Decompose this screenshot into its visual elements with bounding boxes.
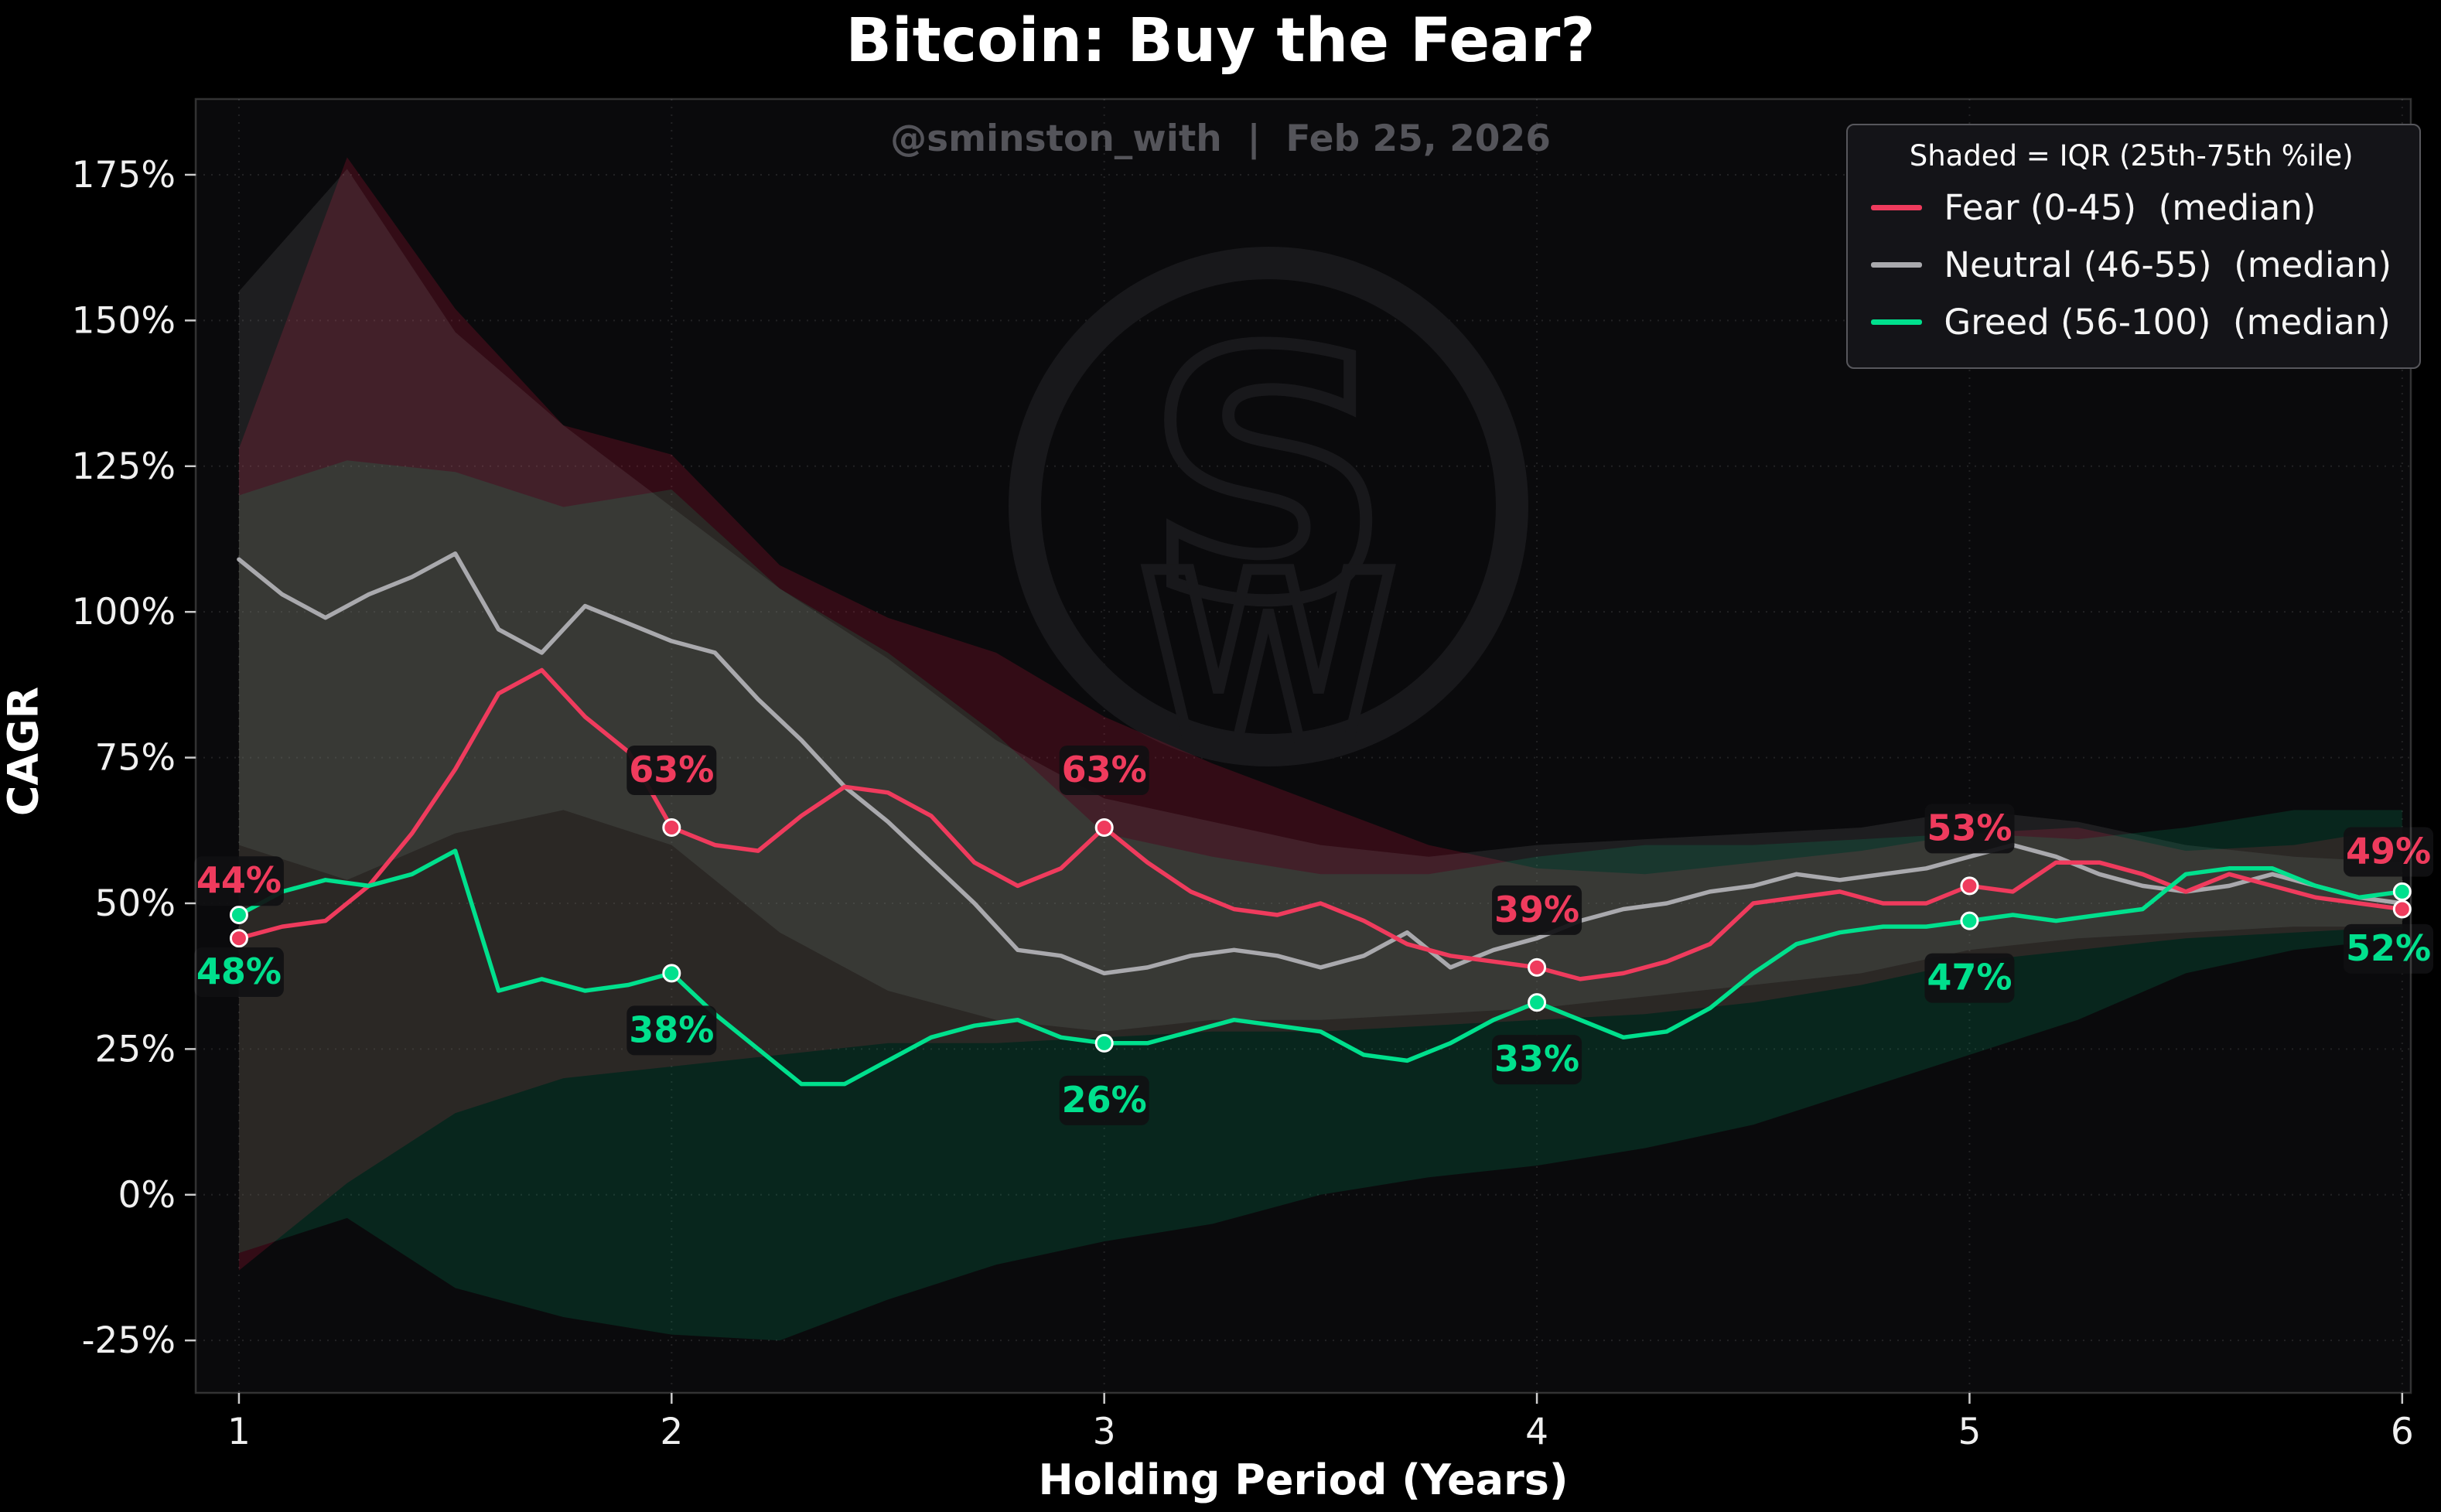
- x-tick-label: 4: [1525, 1411, 1548, 1453]
- fear-annotation: 39%: [1492, 885, 1582, 935]
- svg-text:W: W: [1141, 524, 1397, 794]
- svg-text:63%: 63%: [629, 749, 714, 790]
- legend-label-neutral: Neutral (46-55) (median): [1944, 244, 2391, 285]
- y-tick-label: 75%: [95, 737, 176, 780]
- legend-row-neutral: Neutral (46-55) (median): [1871, 236, 2391, 293]
- svg-text:49%: 49%: [2346, 831, 2431, 872]
- fear-annotation: 63%: [626, 746, 717, 796]
- fear-marker: [1094, 818, 1114, 838]
- svg-text:26%: 26%: [1062, 1079, 1147, 1121]
- tick-labels-layer: -25% 0% 25% 50% 75% 100% 125% 150% 175% 1 2 3 4 5 6: [72, 154, 2414, 1453]
- greed-marker: [1094, 1033, 1114, 1053]
- greed-marker: [1960, 911, 1979, 930]
- greed-annotation: 33%: [1492, 1035, 1582, 1085]
- x-tick-label: 1: [227, 1411, 251, 1453]
- svg-text:33%: 33%: [1494, 1038, 1579, 1080]
- legend-row-fear: Fear (0-45) (median): [1871, 179, 2391, 236]
- fear-marker: [1528, 957, 1547, 977]
- markers-layer: [229, 818, 2412, 1053]
- y-tick-label: 100%: [72, 591, 176, 633]
- greed-annotation: 52%: [2344, 923, 2433, 974]
- legend-label-fear: Fear (0-45) (median): [1944, 186, 2316, 228]
- svg-text:47%: 47%: [1927, 957, 2012, 998]
- median-lines-layer: [237, 551, 2405, 1087]
- y-tick-label: 50%: [95, 882, 176, 925]
- legend-row-greed: Greed (56-100) (median): [1871, 293, 2391, 350]
- legend-swatch-fear-line: [1871, 204, 1923, 210]
- x-tick-label: 5: [1958, 1411, 1981, 1453]
- y-tick-label: 0%: [118, 1174, 176, 1217]
- fear-median-line: [237, 667, 2405, 981]
- fear-annotation: 44%: [193, 856, 284, 906]
- legend-label-greed: Greed (56-100) (median): [1944, 301, 2391, 343]
- greed-annotation: 38%: [626, 1005, 717, 1056]
- svg-text:39%: 39%: [1494, 889, 1579, 930]
- greed-iqr-band: [238, 460, 2402, 1341]
- svg-text:S: S: [1146, 280, 1391, 676]
- annotations-layer: 44% 63% 63% 39% 53% 49% 48% 38% 26% 33% 47% 52%: [193, 746, 2433, 1125]
- fear-marker: [229, 929, 248, 948]
- neutral-median-line: [237, 551, 2405, 976]
- legend: Shaded = IQR (25th-75th %ile) Fear (0-45…: [1846, 124, 2421, 369]
- greed-marker: [662, 964, 681, 983]
- legend-swatch-neutral-line: [1871, 261, 1923, 268]
- watermark-logo: SW: [1009, 247, 1528, 799]
- svg-text:52%: 52%: [2346, 927, 2431, 969]
- fear-marker: [2392, 899, 2412, 919]
- svg-text:38%: 38%: [629, 1009, 714, 1050]
- neutral-iqr-band: [238, 169, 2402, 1032]
- greed-annotation: 48%: [193, 947, 284, 998]
- y-tick-label: 25%: [95, 1028, 176, 1070]
- fear-iqr-band: [238, 157, 2402, 1271]
- y-tick-label: 175%: [72, 154, 176, 196]
- iqr-bands-layer: [238, 157, 2402, 1341]
- y-axis-label: CAGR: [0, 686, 48, 817]
- x-tick-label: 3: [1093, 1411, 1116, 1453]
- fear-annotation: 63%: [1059, 746, 1149, 796]
- subtitle-watermark-text: @sminston_with | Feb 25, 2026: [890, 118, 1551, 160]
- fear-annotation: 53%: [1924, 804, 2015, 854]
- greed-annotation: 47%: [1924, 953, 2015, 1003]
- greed-marker: [229, 906, 248, 925]
- page-title: Bitcoin: Buy the Fear?: [845, 6, 1596, 76]
- legend-swatch-greed-line: [1871, 319, 1923, 325]
- y-tick-label: 150%: [72, 299, 176, 342]
- legend-header: Shaded = IQR (25th-75th %ile): [1909, 139, 2354, 172]
- fear-annotation: 49%: [2344, 827, 2433, 877]
- greed-marker: [2392, 882, 2412, 901]
- fear-marker: [662, 818, 681, 838]
- y-tick-label: 125%: [72, 445, 176, 488]
- y-tick-label: -25%: [82, 1319, 176, 1362]
- greed-marker: [1528, 993, 1547, 1012]
- svg-text:63%: 63%: [1062, 749, 1147, 790]
- greed-median-line: [237, 848, 2405, 1087]
- x-axis-label: Holding Period (Years): [1038, 1456, 1569, 1504]
- x-tick-label: 2: [660, 1411, 683, 1453]
- greed-annotation: 26%: [1059, 1075, 1149, 1125]
- svg-text:53%: 53%: [1927, 807, 2012, 848]
- svg-text:44%: 44%: [196, 859, 282, 901]
- fear-marker: [1960, 876, 1979, 896]
- svg-text:48%: 48%: [196, 951, 282, 992]
- x-tick-label: 6: [2391, 1411, 2414, 1453]
- axes-layer: [185, 97, 2412, 1404]
